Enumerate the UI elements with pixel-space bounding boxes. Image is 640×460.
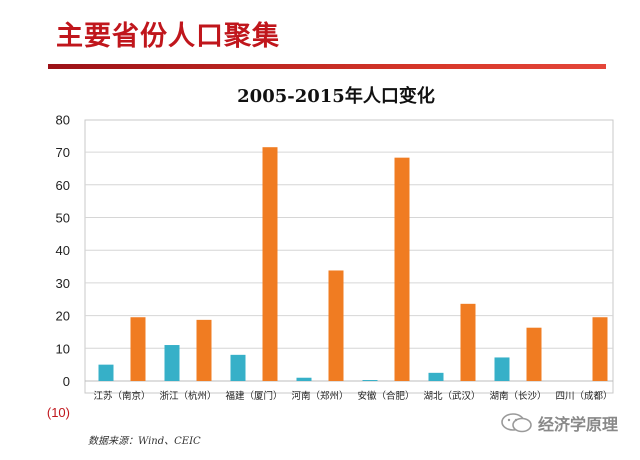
x-tick-label: 浙江（杭州） [159,390,216,402]
x-tick-label: 湖南（长沙） [489,390,546,402]
bar [164,345,180,381]
y-tick-label: 0 [63,374,70,389]
bar [526,327,542,381]
y-tick-label: 70 [56,145,70,160]
x-tick-label: 安徽（合肥） [357,390,414,402]
bars [98,147,608,381]
bar [196,319,212,381]
y-tick-label: 40 [56,243,70,258]
wechat-logo-icon [501,413,532,433]
title-divider [48,64,606,69]
watermark: 经济学原理 [500,411,618,435]
bar [592,317,608,381]
bar [494,357,510,381]
x-tick-label: 河南（郑州） [291,390,348,402]
x-tick-label: 福建（厦门） [225,390,282,402]
watermark-text: 经济学原理 [538,415,619,434]
y-tick-label-negative: (10) [47,405,70,420]
x-tick-label: 江苏（南京） [93,390,150,402]
x-tick-label: 湖北（武汉） [423,390,480,402]
bar [262,147,278,381]
plot-frame [84,119,614,394]
x-tick-label: 四川（成都） [555,390,612,402]
gridlines [85,151,613,382]
y-axis-tick-labels: 0 10 20 30 40 50 60 70 80 (10) [47,112,70,420]
y-tick-label: 60 [56,178,70,193]
y-tick-label: 50 [56,211,70,226]
y-tick-label: 80 [56,112,70,127]
y-tick-label: 30 [56,276,70,291]
chart-title: 2005-2015年人口变化 [237,85,435,107]
bar [230,354,246,381]
y-tick-label: 10 [56,341,70,356]
y-tick-label: 20 [56,309,70,324]
bar [428,372,444,381]
bar [296,377,312,381]
bar [328,270,344,381]
bar [394,157,410,381]
bar [362,380,378,381]
x-axis-tick-labels: 江苏（南京） 浙江（杭州） 福建（厦门） 河南（郑州） 安徽（合肥） 湖北（武汉） 湖南（长… [93,390,612,402]
bar [98,364,114,381]
bar [460,303,476,381]
source-note: 数据来源：Wind、CEIC [88,436,201,447]
slide-title: 主要省份人口聚集 [56,21,280,52]
bar [130,317,146,381]
